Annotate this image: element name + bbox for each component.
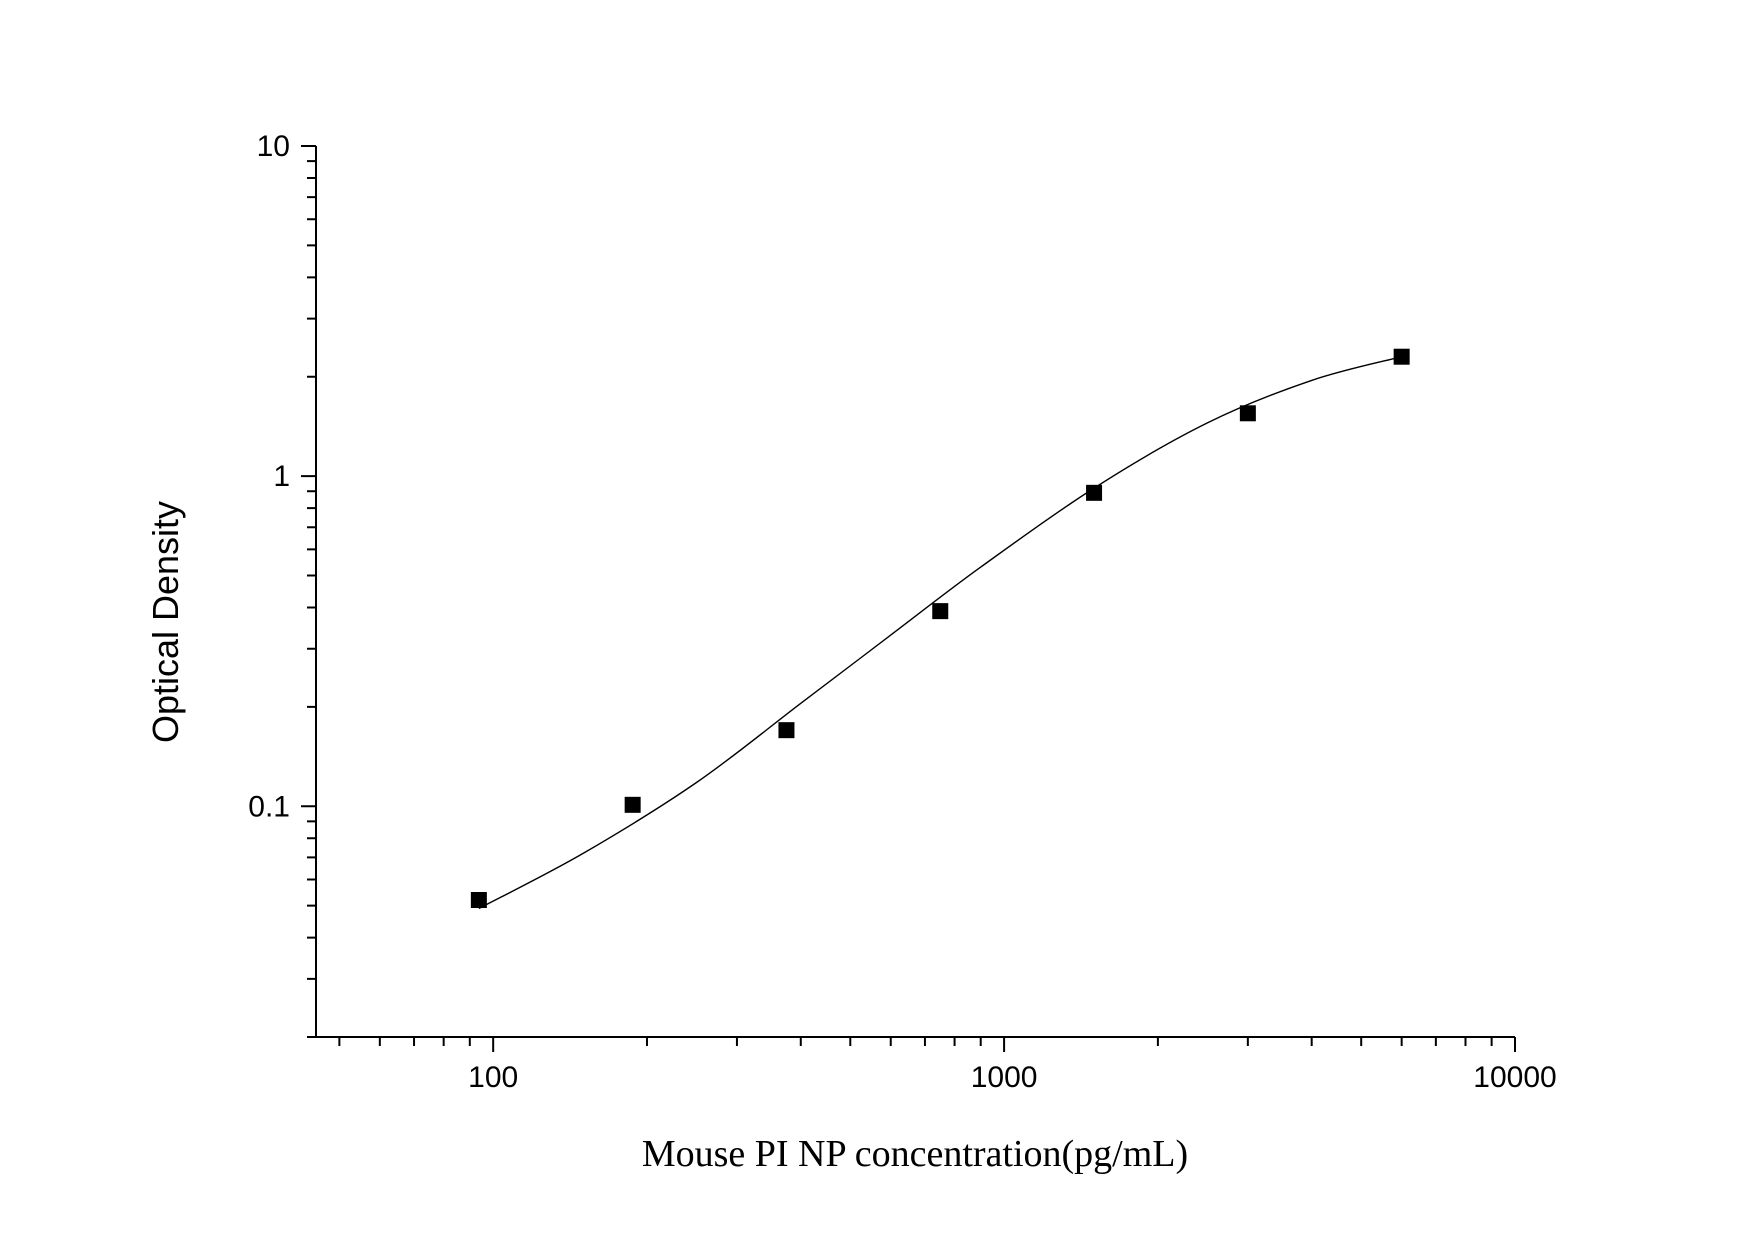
x-axis-label: Mouse PI NP concentration(pg/mL) [642,1133,1188,1175]
fit-curve [478,356,1402,910]
y-tick-label: 1 [273,460,290,493]
axis-tick-labels: 100 1000 10000 0.1 1 10 [248,130,1556,1094]
x-tick-label: 1000 [971,1061,1038,1094]
x-tick-label: 10000 [1473,1061,1556,1094]
data-point [470,892,487,909]
data-point [1393,348,1410,365]
y-axis-label: Optical Density [145,501,186,743]
x-tick-label: 100 [468,1061,518,1094]
y-tick-label: 10 [257,130,290,163]
data-point [932,603,949,620]
data-point [624,796,641,813]
data-points [470,348,1410,909]
data-point [1239,405,1256,422]
axis-ticks [301,145,1516,1052]
data-point [778,722,795,739]
data-point [1086,484,1103,501]
y-tick-label: 0.1 [248,790,290,823]
axes [315,146,1515,1038]
